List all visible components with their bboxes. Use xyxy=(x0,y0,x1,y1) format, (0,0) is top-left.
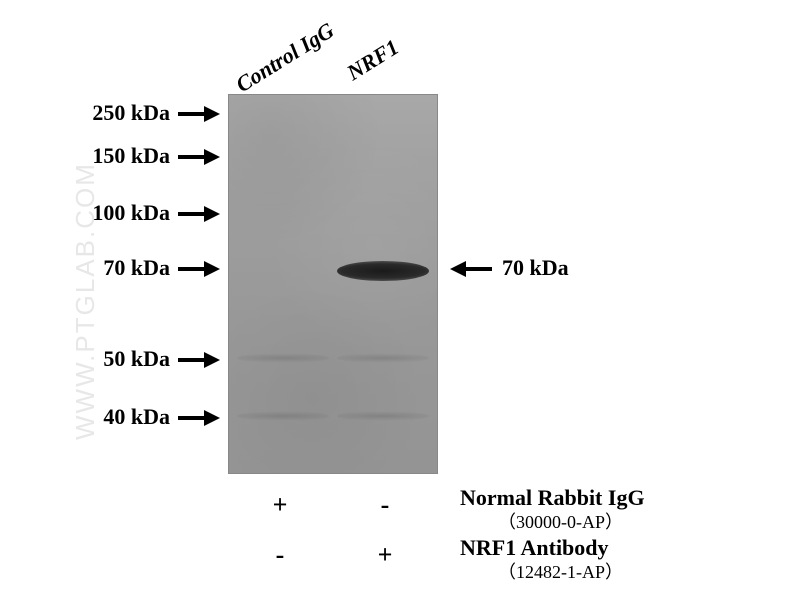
marker-arrow xyxy=(178,113,218,115)
lane-label-control-igg: Control IgG xyxy=(231,17,339,98)
treatment-sublabel-normal-igg: （30000-0-AP） xyxy=(498,508,623,534)
marker-150kda: 150 kDa xyxy=(80,143,170,169)
marker-arrow xyxy=(178,268,218,270)
marker-50kda: 50 kDa xyxy=(80,346,170,372)
treatment-symbol: + xyxy=(265,490,295,520)
treatment-symbol: - xyxy=(265,540,295,570)
faint-band xyxy=(337,353,429,363)
marker-arrow xyxy=(178,213,218,215)
nrf1-band xyxy=(337,261,429,281)
marker-arrow xyxy=(178,156,218,158)
blot-membrane xyxy=(228,94,438,474)
treatment-symbol: - xyxy=(370,490,400,520)
marker-70kda: 70 kDa xyxy=(80,255,170,281)
band-arrow xyxy=(452,268,492,270)
marker-arrow xyxy=(178,359,218,361)
lane-label-nrf1: NRF1 xyxy=(342,34,403,86)
marker-100kda: 100 kDa xyxy=(80,200,170,226)
band-annotation-text: 70 kDa xyxy=(502,255,569,281)
treatment-sublabel-nrf1-ab: （12482-1-AP） xyxy=(498,558,623,584)
treatment-symbol: + xyxy=(370,540,400,570)
faint-band xyxy=(337,411,429,421)
marker-40kda: 40 kDa xyxy=(80,404,170,430)
faint-band xyxy=(237,411,329,421)
marker-250kda: 250 kDa xyxy=(80,100,170,126)
western-blot-figure: WWW.PTGLAB.COM Control IgG NRF1 250 kDa … xyxy=(0,0,800,600)
faint-band xyxy=(237,353,329,363)
marker-arrow xyxy=(178,417,218,419)
